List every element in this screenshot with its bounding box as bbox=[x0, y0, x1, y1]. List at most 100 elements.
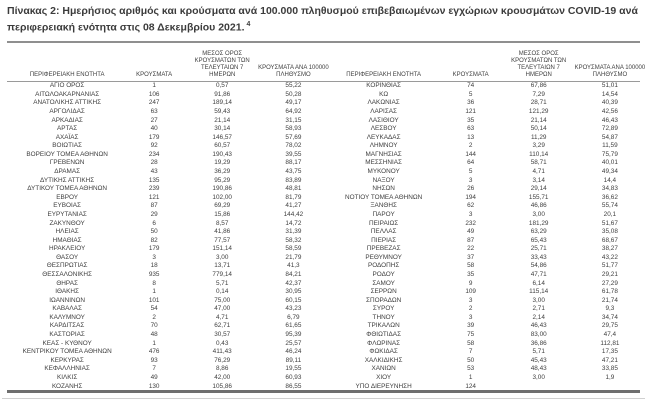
per100k-cell: 40,01 bbox=[601, 159, 618, 167]
avg7-cell: 36,29 bbox=[214, 168, 231, 176]
region-cell: ΤΡΙΚΑΛΩΝ bbox=[367, 322, 400, 330]
cases-cell: 49 bbox=[150, 373, 158, 381]
top-rule bbox=[7, 40, 640, 43]
avg7-cell: 19,29 bbox=[214, 159, 231, 167]
table-row: ΔΥΤΙΚΗΣ ΑΤΤΙΚΗΣ 135 95,29 83,89 bbox=[7, 176, 324, 185]
table-body-right: ΚΟΡΙΝΘΙΑΣ 74 67,86 51,01 ΚΩ 5 7,29 14,54 ΛΑΚΩΝΙΑ… bbox=[324, 82, 641, 391]
avg7-cell: 46,43 bbox=[530, 322, 547, 330]
cases-cell: 18 bbox=[150, 262, 158, 270]
cases-cell: 93 bbox=[150, 356, 158, 364]
region-cell: ΚΕΝΤΡΙΚΟΥ ΤΟΜΕΑ ΑΘΗΝΩΝ bbox=[22, 348, 112, 356]
cases-cell: 36 bbox=[467, 99, 475, 107]
avg7-cell: 60,57 bbox=[214, 142, 231, 150]
per100k-cell: 64,92 bbox=[285, 108, 302, 116]
region-cell: ΚΕΦΑΛΛΗΝΙΑΣ bbox=[44, 365, 90, 373]
avg7-cell: 21,14 bbox=[530, 116, 547, 124]
region-cell: ΓΡΕΒΕΝΩΝ bbox=[49, 159, 85, 167]
region-cell: ΙΩΑΝΝΙΝΩΝ bbox=[49, 296, 86, 304]
table-header-right: ΠΕΡΙΦΕΡΕΙΑΚΗ ΕΝΟΤΗΤΑ ΚΡΟΥΣΜΑΤΑ ΜΕΣΟΣ ΟΡΟ… bbox=[324, 51, 645, 79]
cases-cell: 2 bbox=[468, 305, 473, 313]
per100k-cell: 6,79 bbox=[287, 313, 300, 321]
cases-cell: 70 bbox=[150, 322, 158, 330]
cases-cell: 40 bbox=[150, 125, 158, 133]
per100k-cell: 68,67 bbox=[601, 236, 618, 244]
cases-cell: 3 bbox=[468, 313, 473, 321]
per100k-cell: 48,81 bbox=[285, 185, 302, 193]
table-row: ΚΟΡΙΝΘΙΑΣ 74 67,86 51,01 bbox=[324, 82, 641, 91]
avg7-cell: 3,00 bbox=[532, 210, 545, 218]
region-cell: ΡΕΘΥΜΝΟΥ bbox=[365, 253, 402, 261]
cases-cell: 2 bbox=[152, 313, 156, 321]
table-row: ΜΥΚΟΝΟΥ 5 4,71 49,34 bbox=[324, 167, 641, 176]
cases-cell: 3 bbox=[468, 210, 473, 218]
cases-cell: 62 bbox=[467, 202, 475, 210]
cases-cell: 135 bbox=[148, 176, 160, 184]
per100k-cell: 51,01 bbox=[601, 82, 618, 90]
table-row: ΙΩΑΝΝΙΝΩΝ 101 75,00 60,15 bbox=[7, 296, 324, 305]
cases-cell: 9 bbox=[468, 279, 473, 287]
per100k-cell: 50,28 bbox=[285, 90, 302, 98]
cases-cell: 1 bbox=[152, 288, 156, 296]
region-cell: ΠΕΛΛΑΣ bbox=[370, 228, 397, 236]
cases-cell: 29 bbox=[150, 210, 158, 218]
per100k-cell: 58,32 bbox=[285, 236, 302, 244]
region-cell: ΚΑΣΤΟΡΙΑΣ bbox=[49, 331, 85, 339]
table-row: ΧΙΟΥ 1 3,00 1,9 bbox=[324, 373, 641, 382]
region-cell: ΑΡΤΑΣ bbox=[57, 125, 78, 133]
table-row: ΗΛΕΙΑΣ 50 41,86 31,39 bbox=[7, 227, 324, 236]
table-row: ΔΥΤΙΚΟΥ ΤΟΜΕΑ ΑΘΗΝΩΝ 239 190,86 48,81 bbox=[7, 184, 324, 193]
avg7-cell: 83,00 bbox=[530, 331, 547, 339]
table-row: ΡΟΔΟΠΗΣ 58 54,86 51,77 bbox=[324, 262, 641, 271]
region-cell: ΥΠΟ ΔΙΕΡΕΥΝΗΣΗ bbox=[355, 382, 412, 390]
cases-cell: 87 bbox=[467, 236, 475, 244]
per100k-cell: 60,93 bbox=[285, 373, 302, 381]
region-cell: ΚΟΡΙΝΘΙΑΣ bbox=[366, 82, 401, 90]
region-cell: ΣΠΟΡΑΔΩΝ bbox=[366, 296, 402, 304]
avg7-cell: 59,43 bbox=[214, 108, 231, 116]
region-cell: ΗΜΑΘΙΑΣ bbox=[52, 236, 82, 244]
per100k-cell: 89,11 bbox=[285, 356, 302, 364]
region-cell: ΛΑΚΩΝΙΑΣ bbox=[367, 99, 400, 107]
avg7-cell: 3,00 bbox=[215, 253, 229, 261]
col-header-cases: ΚΡΟΥΣΜΑΤΑ bbox=[136, 71, 173, 78]
cases-cell: 87 bbox=[150, 202, 158, 210]
avg7-cell: 115,14 bbox=[529, 288, 549, 296]
region-cell: ΕΒΡΟΥ bbox=[56, 193, 79, 201]
cases-cell: 37 bbox=[467, 253, 475, 261]
per100k-cell: 57,69 bbox=[285, 133, 302, 141]
avg7-cell: 91,86 bbox=[214, 90, 231, 98]
cases-cell: 82 bbox=[150, 236, 158, 244]
avg7-cell: 779,14 bbox=[212, 271, 232, 278]
region-cell: ΘΕΣΠΡΩΤΙΑΣ bbox=[46, 262, 88, 270]
avg7-cell: 411,43 bbox=[212, 348, 232, 356]
region-cell: ΧΑΝΙΩΝ bbox=[371, 365, 396, 373]
table-row: ΝΑΞΟΥ 3 3,14 14,4 bbox=[324, 176, 641, 185]
cases-cell: 50 bbox=[467, 356, 475, 364]
per100k-cell: 51,67 bbox=[601, 219, 618, 227]
table-row: ΘΗΡΑΣ 8 5,71 42,37 bbox=[7, 279, 324, 288]
cases-cell: 7 bbox=[468, 348, 473, 356]
avg7-cell: 0,14 bbox=[215, 288, 229, 296]
table-row: ΕΒΡΟΥ 121 102,00 81,79 bbox=[7, 193, 324, 202]
avg7-cell: 190,43 bbox=[212, 150, 232, 158]
per100k-cell: 9,3 bbox=[605, 305, 615, 313]
region-cell: ΚΙΛΚΙΣ bbox=[56, 373, 78, 381]
per100k-cell: 40,39 bbox=[601, 99, 618, 107]
region-cell: ΒΟΡΕΙΟΥ ΤΟΜΕΑ ΑΘΗΝΩΝ bbox=[26, 150, 108, 158]
avg7-cell: 77,57 bbox=[214, 236, 231, 244]
region-cell: ΧΑΛΚΙΔΙΚΗΣ bbox=[364, 356, 403, 364]
per100k-cell: 47,21 bbox=[601, 356, 618, 364]
region-cell: ΠΡΕΒΕΖΑΣ bbox=[366, 245, 401, 253]
table-row: ΤΡΙΚΑΛΩΝ 39 46,43 29,75 bbox=[324, 322, 641, 331]
avg7-cell: 102,00 bbox=[212, 193, 232, 201]
avg7-cell: 41,86 bbox=[214, 228, 231, 236]
cases-cell: 58 bbox=[467, 262, 475, 270]
per100k-cell: 60,15 bbox=[285, 296, 302, 304]
table-row: ΓΡΕΒΕΝΩΝ 28 19,29 88,17 bbox=[7, 159, 324, 168]
table-row: ΛΕΥΚΑΔΑΣ 13 11,29 54,87 bbox=[324, 133, 641, 142]
per100k-cell: 86,55 bbox=[285, 382, 302, 390]
per100k-cell: 39,55 bbox=[285, 150, 302, 158]
cases-cell: 26 bbox=[467, 185, 475, 193]
avg7-cell: 63,29 bbox=[530, 228, 547, 236]
avg7-cell: 146,57 bbox=[212, 133, 232, 141]
